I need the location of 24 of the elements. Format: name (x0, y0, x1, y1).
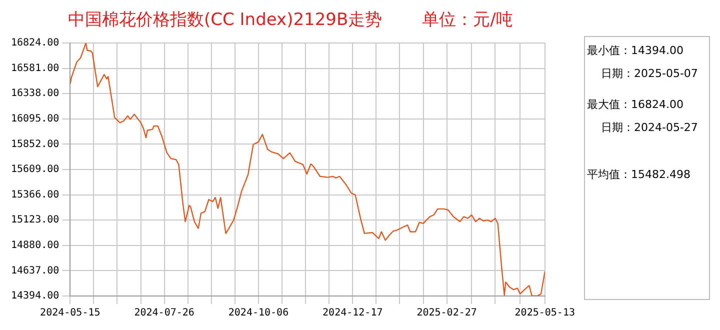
x-tick-label: 2024-10-06 (228, 308, 289, 319)
text: 最小值：14394.00 (587, 43, 684, 58)
y-tick-label: 16824.00 (10, 38, 60, 49)
y-tick-label: 16095.00 (10, 113, 60, 124)
x-tick-label: 2025-02-27 (416, 308, 477, 319)
x-tick-label: 2024-05-15 (40, 308, 100, 319)
y-tick-label: 15609.00 (10, 164, 60, 176)
x-tick-label: 2024-07-26 (134, 308, 194, 319)
y-tick-label: 16338.00 (10, 88, 60, 100)
y-tick-label: 14637.00 (10, 265, 60, 276)
text: 最大值：16824.00 (587, 97, 684, 112)
y-tick-label: 15852.00 (10, 138, 60, 150)
text: 日期：2025-05-07 (601, 66, 699, 81)
y-tick-label: 14880.00 (10, 240, 60, 251)
y-tick-label: 16581.00 (10, 62, 60, 74)
y-tick-label: 15123.00 (10, 214, 60, 226)
x-tick-label: 2024-12-17 (322, 308, 383, 319)
y-tick-label: 14394.00 (10, 290, 60, 302)
text: 平均值：15482.498 (587, 167, 692, 182)
text: 日期：2024-05-27 (601, 120, 699, 135)
y-tick-label: 15366.00 (10, 189, 60, 200)
chart-subtitle: 单位：元/吨 (422, 10, 513, 30)
x-tick-label: 2025-05-13 (514, 308, 576, 319)
chart-title: 中国棉花价格指数(CC Index)2129B走势 (68, 10, 382, 30)
